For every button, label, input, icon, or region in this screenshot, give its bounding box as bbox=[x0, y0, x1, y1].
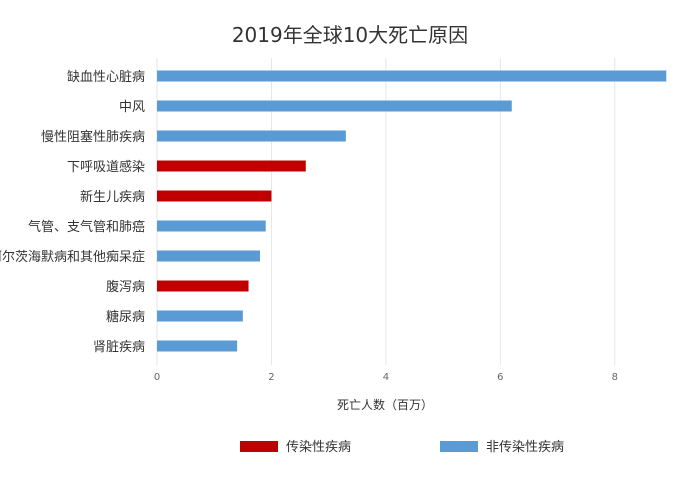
bar bbox=[157, 130, 346, 142]
bars bbox=[157, 70, 667, 352]
bar bbox=[157, 220, 266, 232]
legend-swatch bbox=[440, 441, 478, 452]
category-label: 慢性阻塞性肺疾病 bbox=[41, 129, 145, 145]
category-label: 糖尿病 bbox=[106, 309, 145, 325]
category-label: 新生儿疾病 bbox=[80, 189, 145, 205]
category-label: 下呼吸道感染 bbox=[67, 159, 145, 175]
x-tick-label: 4 bbox=[383, 372, 389, 383]
category-labels: 缺血性心脏病中风慢性阻塞性肺疾病下呼吸道感染新生儿疾病气管、支气管和肺癌阿尔茨海… bbox=[0, 70, 145, 355]
legend-label: 非传染性疾病 bbox=[486, 440, 564, 455]
category-label: 气管、支气管和肺癌 bbox=[28, 219, 145, 235]
bar bbox=[157, 340, 238, 352]
category-label: 中风 bbox=[119, 100, 145, 115]
chart-title: 2019年全球10大死亡原因 bbox=[232, 23, 468, 47]
bar bbox=[157, 160, 306, 172]
legend: 传染性疾病 非传染性疾病 bbox=[240, 440, 564, 455]
category-label: 肾脏疾病 bbox=[93, 340, 145, 355]
x-tick-label: 0 bbox=[154, 372, 160, 383]
category-label: 缺血性心脏病 bbox=[67, 70, 145, 85]
bar bbox=[157, 100, 512, 112]
x-tick-label: 2 bbox=[268, 372, 274, 383]
x-tick-label: 8 bbox=[612, 372, 618, 383]
x-axis-label: 死亡人数（百万） bbox=[337, 397, 433, 412]
legend-label: 传染性疾病 bbox=[286, 440, 351, 455]
bar bbox=[157, 310, 243, 322]
category-label: 腹泻病 bbox=[106, 279, 145, 295]
bar bbox=[157, 280, 249, 292]
legend-swatch bbox=[240, 441, 278, 452]
bar bbox=[157, 70, 667, 82]
x-tick-label: 6 bbox=[497, 372, 503, 383]
bar bbox=[157, 190, 272, 202]
x-tick-labels: 0 2 4 6 8 bbox=[154, 372, 618, 383]
bar bbox=[157, 250, 260, 262]
category-label: 阿尔茨海默病和其他痴呆症 bbox=[0, 249, 145, 265]
